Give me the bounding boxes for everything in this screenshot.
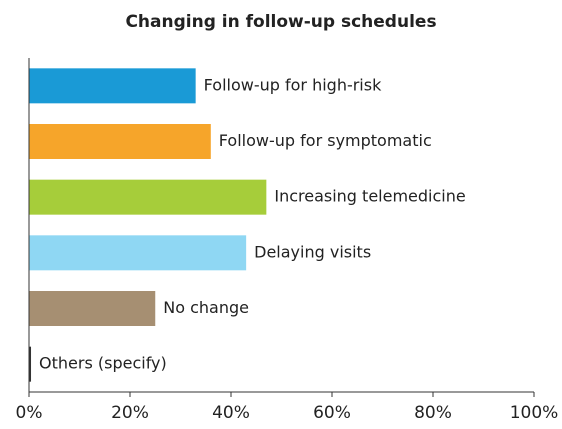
bar [29, 346, 32, 382]
bar [29, 68, 196, 104]
bar-label: Others (specify) [39, 354, 167, 373]
bar-label: Increasing telemedicine [274, 187, 465, 206]
x-tick-label: 0% [16, 403, 43, 423]
x-tick-label: 20% [111, 403, 149, 423]
chart-title: Changing in follow-up schedules [125, 12, 436, 32]
bar [29, 179, 267, 215]
bar [29, 124, 211, 159]
x-tick-label: 80% [414, 403, 452, 423]
x-tick-label: 100% [510, 403, 559, 423]
bar [29, 235, 247, 271]
x-tick-label: 40% [212, 403, 250, 423]
bar [29, 291, 156, 326]
bar-label: No change [163, 298, 249, 317]
x-tick-label: 60% [313, 403, 351, 423]
bar-label: Follow-up for high-risk [204, 75, 382, 94]
bar-label: Follow-up for symptomatic [219, 131, 432, 150]
bar-label: Delaying visits [254, 242, 371, 261]
